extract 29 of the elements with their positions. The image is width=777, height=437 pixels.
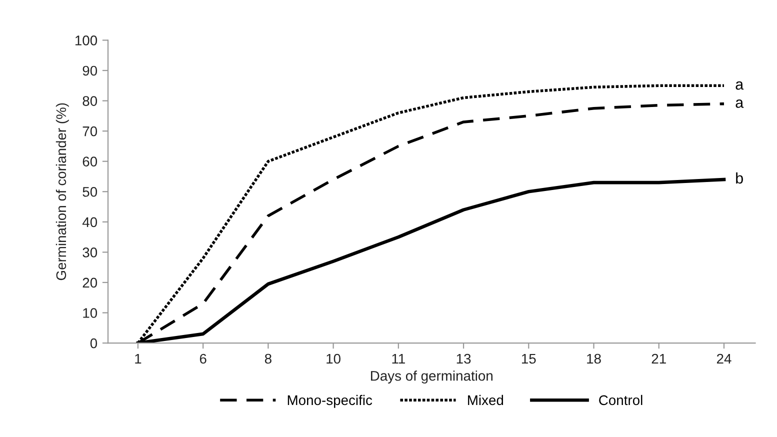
- x-tick-label: 24: [716, 354, 732, 364]
- x-tick-label: 21: [652, 354, 666, 364]
- y-tick-label: 30: [82, 248, 98, 258]
- legend-label: Mono-specific: [288, 394, 372, 408]
- y-tick-label: 90: [82, 66, 98, 76]
- annotation: b: [736, 172, 743, 184]
- legend-label: Control: [599, 394, 642, 406]
- x-tick-label: 18: [587, 354, 601, 364]
- y-tick-label: 70: [82, 126, 98, 136]
- x-axis-title: Days of germination: [371, 370, 492, 384]
- y-tick-label: 10: [83, 308, 98, 318]
- y-tick-label: 50: [82, 186, 98, 197]
- y-tick-label: 60: [82, 156, 98, 167]
- y-tick-label: 0: [90, 338, 98, 348]
- y-tick-label: 80: [82, 96, 98, 106]
- y-tick-label: 40: [82, 217, 98, 228]
- x-tick-label: 10: [326, 354, 340, 364]
- annotation: a: [736, 81, 744, 90]
- legend-label: Mixed: [468, 394, 504, 406]
- annotation: a: [736, 100, 744, 108]
- y-tick-label: 20: [82, 278, 98, 288]
- x-tick-label: 6: [200, 354, 206, 364]
- x-tick-label: 15: [522, 354, 536, 364]
- y-axis-title: Germination of coriander (%): [56, 103, 69, 280]
- x-tick-label: 8: [264, 354, 272, 364]
- x-tick-label: 11: [392, 354, 405, 364]
- x-tick-label: 13: [456, 354, 471, 364]
- x-tick-label: 1: [135, 354, 142, 364]
- y-tick-label: 100: [75, 36, 98, 46]
